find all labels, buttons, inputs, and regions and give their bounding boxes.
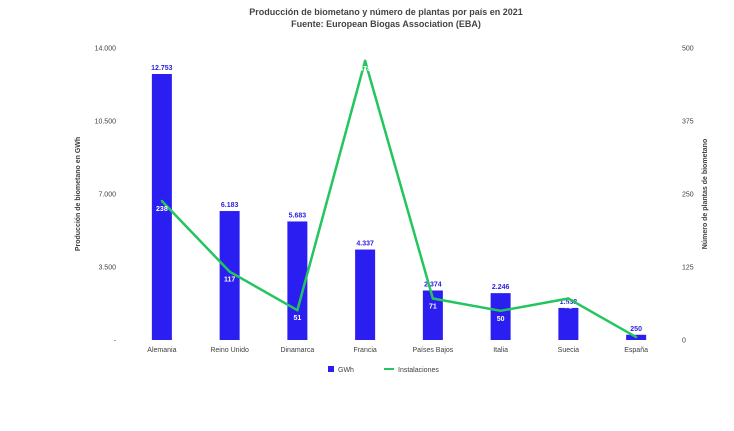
bar-data-label: 2.374	[424, 281, 442, 288]
legend-label-gwh: GWh	[338, 367, 354, 374]
line-data-label: 5	[634, 342, 638, 349]
bar-data-label: 6.183	[221, 202, 239, 209]
y-left-tick-label: -	[114, 338, 117, 345]
line-data-label: 478	[359, 66, 371, 73]
x-category-label: Italia	[493, 347, 508, 354]
y-left-axis-title: Producción de biometano en GWh	[75, 137, 82, 251]
line-point	[228, 270, 231, 273]
bar-data-label: 4.337	[356, 241, 374, 248]
x-category-label: España	[624, 347, 648, 354]
line-data-label: 238	[156, 206, 168, 213]
y-right-tick-label: 500	[682, 46, 694, 53]
y-left-tick-label: 3.500	[98, 265, 116, 272]
y-right-axis-title: Número de plantas de biometano	[702, 139, 709, 249]
bar-data-label: 250	[630, 326, 642, 333]
line-point	[431, 297, 435, 300]
chart-title: Producción de biometano y número de plan…	[249, 7, 523, 17]
y-right-tick-label: 0	[682, 338, 686, 345]
bar-data-label: 5.683	[289, 212, 307, 219]
y-left-axis-ticks: - 3.500 7.000 10.500 14.000	[95, 46, 117, 345]
y-left-tick-label: 10.500	[95, 119, 117, 126]
line-data-label: 71	[429, 304, 437, 311]
legend: GWh Instalaciones	[328, 366, 439, 374]
y-left-tick-label: 7.000	[98, 192, 116, 199]
bar	[422, 290, 443, 340]
bar	[558, 307, 579, 340]
x-category-label: Reino Unido	[210, 347, 249, 354]
line-point	[634, 335, 638, 339]
bar	[287, 221, 308, 340]
line-point	[567, 297, 570, 300]
bar	[490, 293, 511, 340]
y-left-tick-label: 14.000	[95, 46, 117, 53]
legend-label-instalaciones: Instalaciones	[398, 367, 439, 374]
bar	[355, 249, 376, 340]
bars: 12.753 6.183 5.683 4.337 2.374 2.246 1.538 250	[151, 65, 647, 341]
x-category-label: Países Bajos	[412, 347, 453, 354]
y-right-tick-label: 250	[682, 192, 694, 199]
bar-data-label: 12.753	[151, 65, 173, 72]
x-axis-categories: Alemania Reino Unido Dinamarca Francia Paíse…	[147, 347, 648, 354]
bar-data-label: 2.246	[492, 284, 510, 291]
line-point	[499, 309, 502, 312]
line-data-label: 117	[224, 277, 235, 284]
chart-subtitle: Fuente: European Biogas Association (EBA…	[291, 19, 481, 29]
x-category-label: Alemania	[147, 347, 176, 354]
x-category-label: Suecia	[558, 347, 580, 354]
bar-data-label: 1.538	[560, 299, 578, 306]
line-point	[160, 199, 164, 203]
line-data-label: 50	[497, 316, 505, 323]
line-point	[296, 309, 299, 312]
line-series: 238 117 51 478 71 50 71 5	[156, 59, 638, 349]
line-data-label: 51	[293, 315, 301, 322]
legend-swatch-gwh	[328, 366, 334, 372]
line-data-label: 71	[564, 304, 572, 311]
y-right-tick-label: 125	[682, 265, 694, 272]
y-right-tick-label: 375	[682, 119, 694, 126]
line-point	[363, 59, 367, 63]
line-path	[160, 59, 637, 339]
y-right-axis-ticks: 0 125 250 375 500	[682, 46, 694, 345]
bar	[219, 211, 240, 340]
x-category-label: Dinamarca	[280, 347, 314, 354]
x-category-label: Francia	[353, 347, 376, 354]
bar	[151, 74, 172, 341]
